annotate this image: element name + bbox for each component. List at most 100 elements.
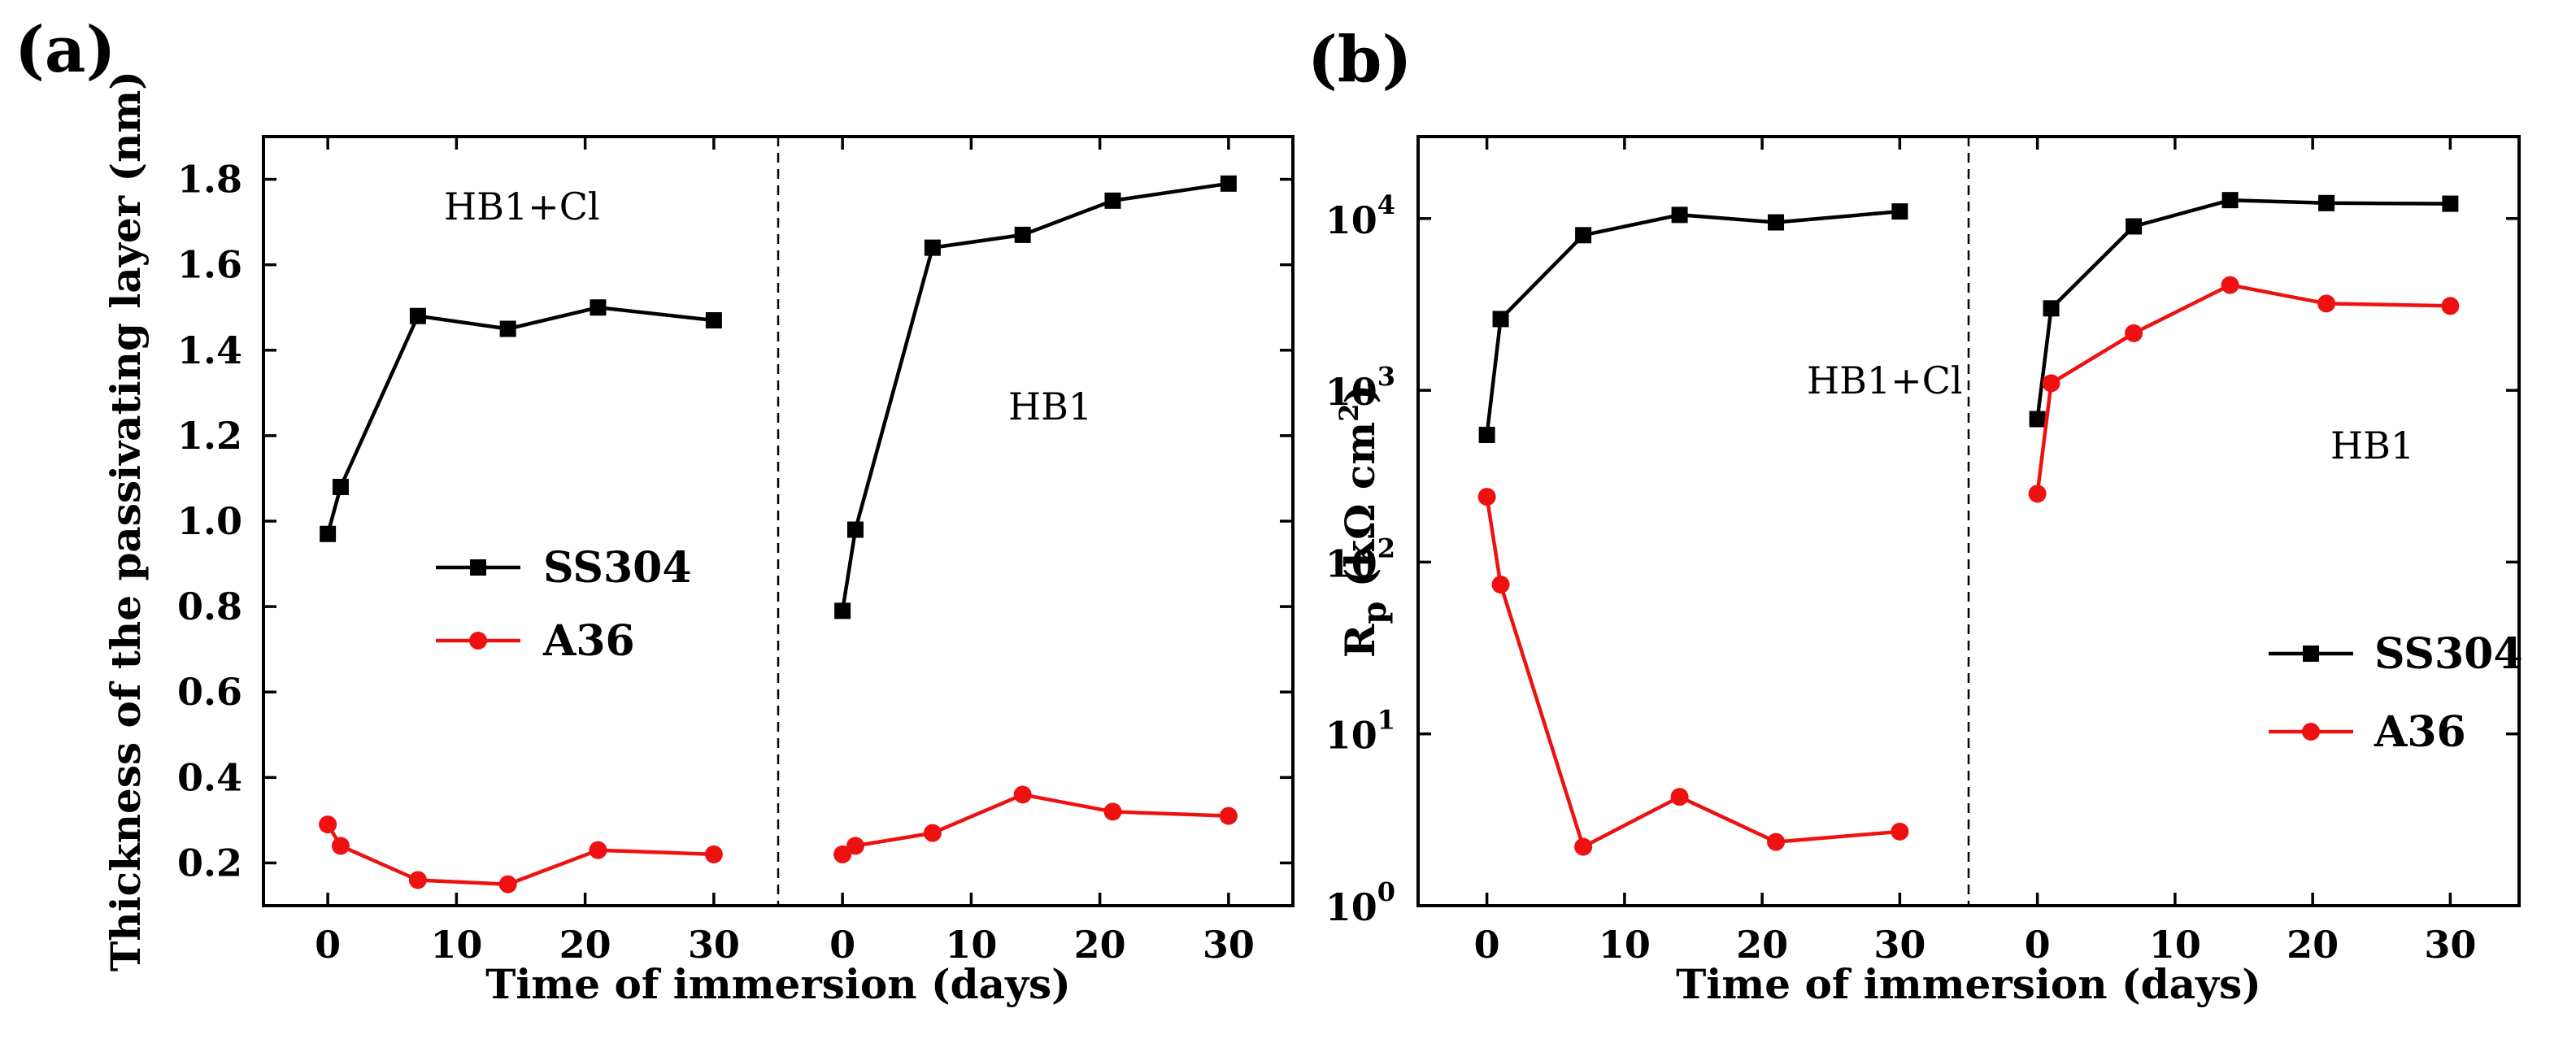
x-tick-label: 20: [2287, 923, 2339, 967]
x-tick-label: 0: [1474, 923, 1500, 967]
data-point-ss304: [1768, 214, 1785, 231]
series-line-ss304: [840, 181, 1229, 611]
y-tick-label: 101: [1325, 705, 1395, 758]
y-tick-label: 0.6: [177, 670, 242, 714]
series-line-a36: [1485, 496, 1900, 849]
data-point-ss304: [834, 602, 851, 619]
y-tick-exponent: 1: [1377, 705, 1395, 736]
series-line-ss304: [325, 305, 715, 535]
x-axis-title: Time of immersion (days): [1676, 960, 2261, 1008]
y-tick-base: 10: [1325, 714, 1377, 758]
x-tick-label: 0: [2025, 923, 2051, 967]
y-axis-title-part: p: [1355, 602, 1394, 624]
y-tick-exponent: 4: [1377, 189, 1395, 220]
x-tick-label: 30: [1873, 923, 1925, 967]
data-point-ss304: [1478, 426, 1495, 443]
data-point-ss304: [924, 239, 941, 256]
y-tick-base: 10: [1325, 198, 1377, 242]
data-point-ss304: [1492, 311, 1509, 328]
y-tick-exponent: 3: [1377, 361, 1395, 392]
panel-a-label: (a): [15, 13, 115, 87]
y-axis-title-part: ): [1336, 385, 1384, 404]
data-point-ss304: [705, 311, 722, 328]
data-point-a36: [1103, 802, 1122, 821]
y-axis-title: Rp (kΩ cm2): [1334, 385, 1394, 658]
legend-marker: [470, 559, 486, 576]
legend-label: A36: [542, 616, 635, 666]
y-tick-label: 1.4: [177, 328, 242, 372]
data-point-a36: [1013, 785, 1032, 804]
y-tick-base: 10: [1325, 370, 1377, 414]
x-tick-label: 30: [1203, 923, 1255, 967]
data-point-a36: [704, 845, 723, 863]
region-label: HB1: [1008, 385, 1092, 428]
series-line-a36: [841, 793, 1229, 856]
data-point-ss304: [2126, 218, 2143, 235]
series-line-a36: [2035, 283, 2451, 494]
x-tick-label: 10: [430, 923, 482, 967]
x-tick-label: 10: [945, 923, 997, 967]
series-line-a36: [326, 823, 714, 886]
y-tick-label: 1.2: [177, 414, 242, 458]
series-line-ss304: [1485, 209, 1900, 436]
data-point-ss304: [409, 307, 426, 324]
y-tick-label: 102: [1325, 533, 1395, 585]
data-point-ss304: [320, 525, 337, 542]
data-point-ss304: [1220, 175, 1237, 192]
data-point-ss304: [2442, 195, 2459, 212]
legend-label: SS304: [543, 543, 692, 593]
data-point-a36: [2125, 324, 2143, 342]
data-point-ss304: [846, 521, 864, 538]
region-label: HB1+Cl: [1807, 359, 1963, 402]
legend-marker: [469, 632, 487, 650]
y-axis-title-part: R: [1336, 624, 1384, 658]
data-point-a36: [319, 815, 337, 834]
y-tick-label: 0.8: [177, 585, 242, 628]
data-point-a36: [1574, 837, 1593, 856]
data-point-a36: [846, 837, 864, 855]
data-point-ss304: [332, 478, 349, 495]
y-tick-label: 0.2: [177, 841, 242, 885]
y-tick-label: 103: [1325, 361, 1395, 414]
data-point-a36: [2028, 485, 2047, 503]
data-point-ss304: [1014, 226, 1031, 243]
x-tick-label: 30: [688, 923, 740, 967]
data-point-a36: [589, 841, 607, 859]
x-tick-label: 0: [315, 923, 341, 967]
data-point-a36: [1219, 806, 1238, 825]
data-point-a36: [1767, 832, 1786, 851]
data-point-a36: [2221, 276, 2239, 294]
data-point-ss304: [2318, 194, 2335, 211]
x-tick-label: 0: [829, 923, 855, 967]
data-point-a36: [2042, 374, 2060, 393]
y-tick-label: 1.0: [177, 499, 242, 543]
y-tick-base: 10: [1325, 885, 1377, 929]
region-label: HB1+Cl: [444, 185, 600, 228]
data-point-ss304: [499, 320, 516, 337]
x-tick-label: 20: [1736, 923, 1788, 967]
legend-marker: [2302, 723, 2320, 741]
legend-label: SS304: [2374, 629, 2523, 679]
data-point-a36: [1477, 488, 1496, 506]
data-point-a36: [923, 824, 942, 842]
data-point-a36: [331, 837, 350, 855]
data-point-ss304: [1104, 192, 1121, 209]
data-point-ss304: [2043, 300, 2060, 317]
data-point-a36: [1491, 576, 1510, 594]
data-point-a36: [1670, 788, 1689, 806]
panel-b-label: (b): [1308, 23, 1412, 97]
y-tick-label: 104: [1325, 189, 1395, 242]
panel-a-chart: 0.2 0.4 0.6 0.8 1.0 1.2 1.4 1.6 1.8 0 10 20 30 HB1+Cl…: [102, 71, 1295, 1008]
y-tick-base: 10: [1325, 541, 1377, 585]
y-tick-label: 1.8: [177, 158, 242, 202]
x-tick-label: 20: [1074, 923, 1126, 967]
y-axis-title-part: 2: [1334, 403, 1364, 421]
region-label: HB1: [2330, 424, 2414, 467]
series-line-ss304: [2035, 198, 2451, 419]
y-axis-title-part: (kΩ cm: [1336, 422, 1384, 602]
y-tick-exponent: 2: [1377, 533, 1395, 563]
legend-label: A36: [2374, 707, 2466, 757]
x-tick-label: 10: [2149, 923, 2201, 967]
